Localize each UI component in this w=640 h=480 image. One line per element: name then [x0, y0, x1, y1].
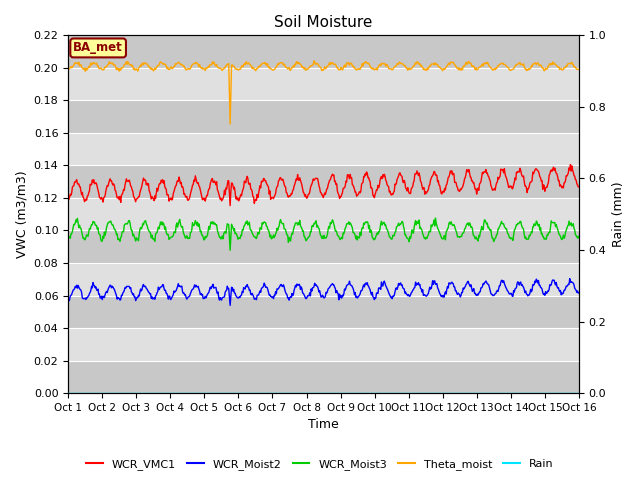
WCR_Moist2 — [401, 290, 409, 296]
Line: WCR_Moist2: WCR_Moist2 — [68, 278, 579, 305]
Bar — [68, 230, 579, 263]
WCR_Moist3 — [205, 224, 212, 229]
Theta_moist — [402, 64, 410, 70]
Bar — [68, 36, 579, 68]
WCR_VMC1 — [178, 184, 186, 190]
WCR_VMC1 — [401, 180, 409, 185]
Bar — [68, 360, 579, 393]
WCR_VMC1 — [64, 196, 72, 202]
WCR_Moist2 — [575, 290, 583, 296]
WCR_Moist3 — [178, 224, 186, 230]
Y-axis label: Rain (mm): Rain (mm) — [612, 181, 625, 247]
WCR_VMC1 — [386, 188, 394, 194]
Rain — [64, 390, 72, 396]
Rain — [74, 390, 81, 396]
WCR_VMC1 — [205, 186, 212, 192]
Rain — [401, 390, 408, 396]
Theta_moist — [310, 58, 318, 64]
Theta_moist — [227, 121, 234, 127]
Bar — [68, 100, 579, 133]
WCR_Moist2 — [227, 302, 234, 308]
Rain — [178, 390, 186, 396]
Theta_moist — [205, 65, 212, 71]
X-axis label: Time: Time — [308, 419, 339, 432]
Text: BA_met: BA_met — [73, 41, 123, 54]
Y-axis label: VWC (m3/m3): VWC (m3/m3) — [15, 170, 28, 258]
WCR_VMC1 — [227, 203, 234, 208]
WCR_Moist3 — [401, 232, 409, 238]
Theta_moist — [64, 68, 72, 73]
Legend: WCR_VMC1, WCR_Moist2, WCR_Moist3, Theta_moist, Rain: WCR_VMC1, WCR_Moist2, WCR_Moist3, Theta_… — [82, 455, 558, 474]
Bar — [68, 198, 579, 230]
Theta_moist — [178, 61, 186, 67]
Bar — [68, 68, 579, 100]
Bar — [68, 296, 579, 328]
WCR_Moist3 — [575, 235, 583, 240]
Line: Theta_moist: Theta_moist — [68, 61, 579, 124]
WCR_Moist2 — [178, 283, 186, 289]
WCR_Moist3 — [64, 235, 72, 240]
Theta_moist — [575, 67, 583, 72]
WCR_Moist3 — [386, 234, 394, 240]
Rain — [205, 390, 212, 396]
WCR_Moist3 — [227, 247, 234, 253]
WCR_Moist3 — [431, 215, 439, 221]
Rain — [385, 390, 393, 396]
Title: Soil Moisture: Soil Moisture — [275, 15, 372, 30]
WCR_Moist3 — [74, 216, 81, 221]
Theta_moist — [126, 62, 134, 68]
Theta_moist — [74, 60, 81, 66]
Bar — [68, 133, 579, 166]
WCR_VMC1 — [566, 162, 574, 168]
Rain — [126, 390, 134, 396]
WCR_Moist3 — [126, 219, 134, 225]
Rain — [575, 390, 583, 396]
WCR_Moist2 — [566, 276, 573, 281]
WCR_VMC1 — [575, 184, 583, 190]
WCR_VMC1 — [126, 180, 134, 185]
WCR_Moist2 — [64, 296, 72, 301]
WCR_Moist2 — [126, 286, 134, 291]
Line: WCR_VMC1: WCR_VMC1 — [68, 165, 579, 205]
Line: WCR_Moist3: WCR_Moist3 — [68, 218, 579, 250]
WCR_Moist2 — [74, 285, 81, 291]
WCR_Moist2 — [386, 293, 394, 299]
WCR_VMC1 — [74, 180, 81, 186]
Theta_moist — [387, 66, 394, 72]
Bar — [68, 328, 579, 360]
Bar — [68, 166, 579, 198]
WCR_Moist2 — [205, 289, 212, 295]
Bar — [68, 263, 579, 296]
